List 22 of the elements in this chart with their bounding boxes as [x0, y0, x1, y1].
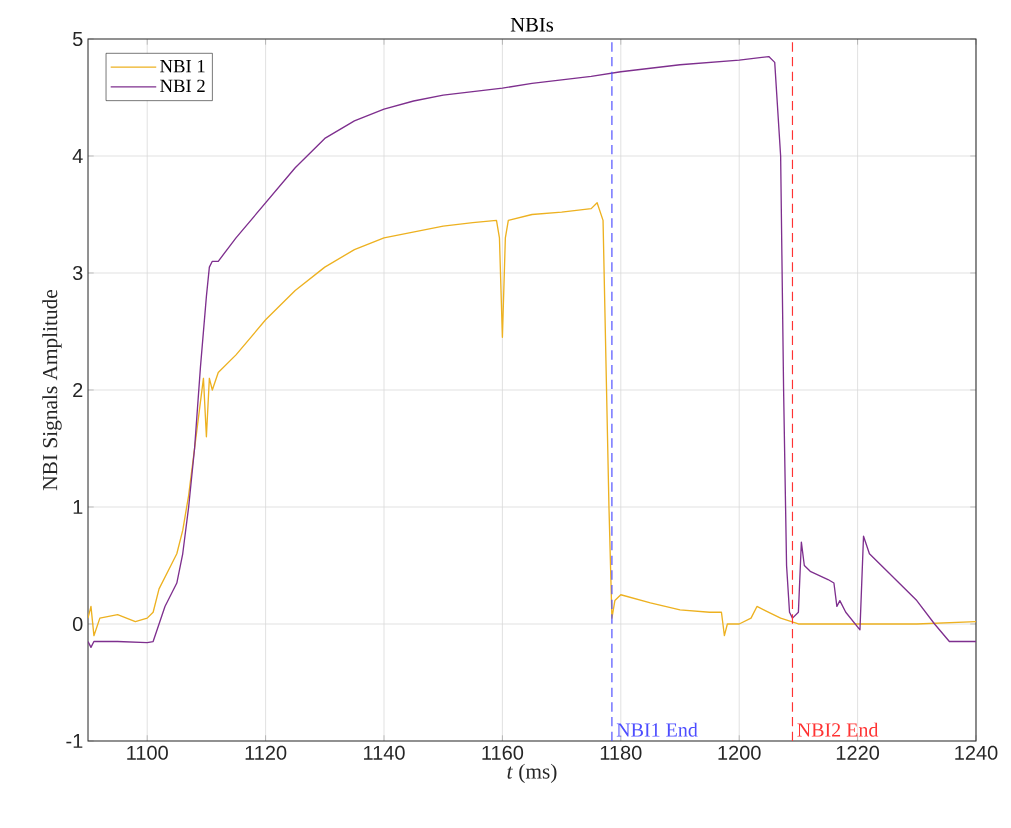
x-tick-label: 1220	[836, 745, 880, 760]
ref-line-label: NBI1 End	[616, 722, 698, 737]
x-tick-label: 1100	[127, 745, 168, 760]
y-tick-label: 2	[73, 383, 83, 397]
y-tick-label: 1	[73, 500, 83, 514]
y-tick-label: 5	[72, 32, 83, 46]
x-tick-label: 1180	[600, 745, 642, 760]
y-tick-label: 4	[72, 149, 83, 163]
x-tick-label: 1140	[364, 745, 405, 760]
y-tick-label: 3	[72, 265, 83, 281]
x-tick-label: 1240	[955, 745, 998, 760]
legend-label: NBI 2	[160, 79, 205, 93]
y-tick-label: -1	[66, 734, 83, 748]
x-tick-label: 1160	[482, 745, 524, 760]
legend-label: NBI 1	[160, 59, 205, 73]
y-tick-label: 0	[72, 616, 83, 632]
x-axis-title: t (ms)	[507, 763, 557, 784]
x-tick-label: 1120	[245, 745, 287, 760]
x-tick-label: 1200	[718, 745, 761, 760]
y-axis-title: NBI Signals Amplitude	[42, 289, 62, 491]
ref-line-label: NBI2 End	[797, 722, 879, 737]
chart-title: NBIs	[510, 17, 554, 32]
